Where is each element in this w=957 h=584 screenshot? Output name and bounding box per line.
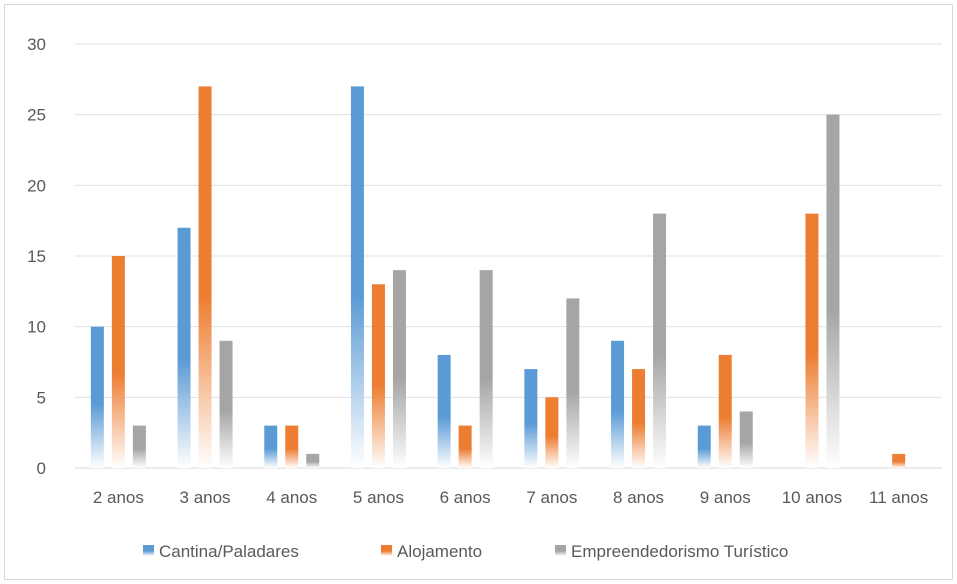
bar-cantina-paladares-3-anos: [177, 227, 191, 468]
bar-empreendedorismo-tur-stico-7-anos: [566, 298, 580, 468]
x-tick-label: 4 anos: [266, 488, 317, 507]
legend-label: Cantina/Paladares: [159, 542, 299, 561]
y-axis-ticks: 0 5 10 15 20 25 30: [27, 35, 46, 478]
bar-empreendedorismo-tur-stico-8-anos: [653, 213, 667, 468]
legend: Cantina/Paladares Alojamento Empreendedori…: [143, 542, 788, 561]
legend-swatch: [381, 545, 392, 556]
x-tick-label: 9 anos: [700, 488, 751, 507]
x-tick-label: 8 anos: [613, 488, 664, 507]
y-tick-label: 15: [27, 247, 46, 266]
bar-cantina-paladares-5-anos: [350, 86, 364, 469]
bar-empreendedorismo-tur-stico-6-anos: [479, 270, 493, 468]
bar-cantina-paladares-9-anos: [697, 425, 711, 468]
legend-label: Empreendedorismo Turístico: [571, 542, 788, 561]
chart-frame: [4, 4, 953, 580]
bar-empreendedorismo-tur-stico-5-anos: [392, 270, 406, 468]
y-tick-label: 25: [27, 106, 46, 125]
legend-swatch: [143, 545, 154, 556]
x-tick-label: 6 anos: [440, 488, 491, 507]
bar-alojamento-10-anos: [805, 213, 819, 468]
bar-alojamento-2-anos: [111, 256, 125, 468]
legend-swatch: [555, 545, 566, 556]
y-tick-label: 0: [37, 459, 46, 478]
bar-alojamento-5-anos: [371, 284, 385, 468]
bar-cantina-paladares-6-anos: [437, 354, 451, 468]
bar-alojamento-11-anos: [892, 453, 906, 468]
x-tick-label: 5 anos: [353, 488, 404, 507]
bar-cantina-paladares-2-anos: [90, 326, 104, 468]
bar-cantina-paladares-8-anos: [611, 340, 625, 468]
bar-alojamento-6-anos: [458, 425, 472, 468]
y-tick-label: 5: [37, 388, 46, 407]
legend-label: Alojamento: [397, 542, 482, 561]
x-tick-label: 11 anos: [869, 488, 928, 507]
x-tick-label: 3 anos: [180, 488, 231, 507]
y-tick-label: 10: [27, 318, 46, 337]
x-tick-label: 10 anos: [782, 488, 843, 507]
bar-alojamento-9-anos: [718, 354, 732, 468]
bars: [90, 86, 906, 469]
bar-empreendedorismo-tur-stico-2-anos: [132, 425, 146, 468]
y-tick-label: 30: [27, 35, 46, 54]
x-tick-label: 7 anos: [526, 488, 577, 507]
grid-lines: [75, 43, 942, 469]
bar-cantina-paladares-7-anos: [524, 369, 538, 468]
bar-empreendedorismo-tur-stico-4-anos: [306, 453, 320, 468]
y-tick-label: 20: [27, 176, 46, 195]
x-axis-ticks: 2 anos 3 anos 4 anos 5 anos 6 anos 7 anos 8 an…: [93, 488, 928, 507]
bar-empreendedorismo-tur-stico-3-anos: [219, 340, 233, 468]
bar-cantina-paladares-4-anos: [264, 425, 278, 468]
bar-alojamento-8-anos: [632, 369, 646, 468]
bar-alojamento-7-anos: [545, 397, 559, 468]
bar-empreendedorismo-tur-stico-9-anos: [739, 411, 753, 468]
x-tick-label: 2 anos: [93, 488, 144, 507]
bar-empreendedorismo-tur-stico-10-anos: [826, 114, 840, 469]
bar-alojamento-4-anos: [285, 425, 299, 468]
bar-alojamento-3-anos: [198, 86, 212, 469]
